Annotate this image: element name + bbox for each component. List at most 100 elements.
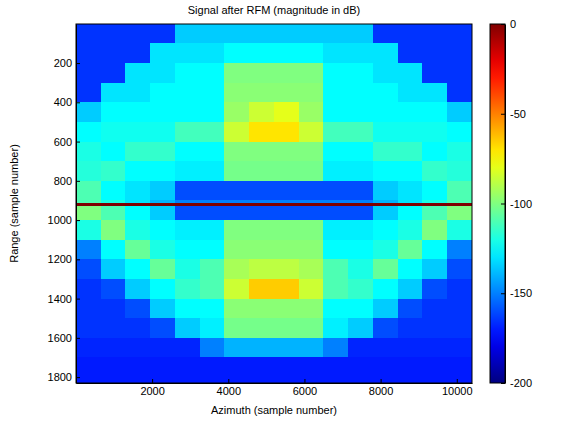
tick-mark xyxy=(381,379,382,383)
heat-cell xyxy=(348,259,373,279)
heat-cell xyxy=(447,203,472,207)
heat-cell xyxy=(299,299,324,319)
heat-cell xyxy=(125,83,150,103)
heat-cell xyxy=(101,240,126,260)
heat-cell xyxy=(447,43,472,63)
heat-cell xyxy=(76,318,101,338)
heat-cell xyxy=(125,220,150,240)
heat-cell xyxy=(175,142,200,162)
heat-cell xyxy=(125,63,150,83)
heat-cell xyxy=(200,24,225,44)
tick: 1400 xyxy=(48,293,80,305)
heat-cell xyxy=(299,259,324,279)
tick: 6000 xyxy=(293,379,317,397)
heat-cell xyxy=(422,240,447,260)
tick-label: 0 xyxy=(510,18,516,30)
heat-cell xyxy=(398,102,423,122)
heat-cell xyxy=(323,161,348,181)
heat-cell xyxy=(76,63,101,83)
heat-cell xyxy=(323,357,348,383)
tick-mark xyxy=(76,63,80,64)
heat-cell xyxy=(249,259,274,279)
heat-cell xyxy=(348,122,373,142)
heat-cell xyxy=(398,122,423,142)
heat-cell xyxy=(348,24,373,44)
heat-cell xyxy=(150,206,175,221)
heat-cell xyxy=(249,318,274,338)
heat-cell xyxy=(76,122,101,142)
tick-label: 600 xyxy=(54,136,72,148)
heat-cell xyxy=(150,142,175,162)
heat-cell xyxy=(422,338,447,358)
heat-cell xyxy=(249,102,274,122)
heat-cell xyxy=(274,299,299,319)
heat-cell xyxy=(299,203,324,207)
heat-cell xyxy=(299,181,324,201)
heat-cell xyxy=(101,206,126,221)
heat-cell xyxy=(422,102,447,122)
heat-cell xyxy=(274,63,299,83)
heat-cell xyxy=(249,240,274,260)
heat-cell xyxy=(249,142,274,162)
heat-cell xyxy=(299,240,324,260)
heat-cell xyxy=(249,63,274,83)
heat-cell xyxy=(274,181,299,201)
heat-cell xyxy=(348,299,373,319)
heat-cell xyxy=(224,206,249,221)
heat-cell xyxy=(373,161,398,181)
heat-cell xyxy=(373,259,398,279)
tick: 400 xyxy=(54,96,80,108)
heat-cell xyxy=(398,63,423,83)
heat-cell xyxy=(150,357,175,383)
heat-cell xyxy=(125,338,150,358)
heat-cell xyxy=(200,63,225,83)
tick-mark xyxy=(304,379,305,383)
heat-cell xyxy=(76,43,101,63)
heat-cell xyxy=(373,181,398,201)
heat-cell xyxy=(323,240,348,260)
heat-cell xyxy=(323,142,348,162)
heat-cell xyxy=(224,203,249,207)
heat-cell xyxy=(200,240,225,260)
heat-cell xyxy=(224,161,249,181)
heat-cell xyxy=(150,161,175,181)
heat-cell xyxy=(422,206,447,221)
heat-cell xyxy=(299,206,324,221)
heat-cell xyxy=(447,142,472,162)
heat-cell xyxy=(398,203,423,207)
heat-cell xyxy=(125,142,150,162)
heat-cell xyxy=(101,102,126,122)
heat-cell xyxy=(101,122,126,142)
heat-cell xyxy=(422,259,447,279)
heat-cell xyxy=(373,240,398,260)
tick: 1200 xyxy=(48,253,80,265)
heat-cell xyxy=(101,259,126,279)
heat-cell xyxy=(76,259,101,279)
heat-cell xyxy=(150,83,175,103)
heat-cell xyxy=(348,203,373,207)
heat-cell xyxy=(101,161,126,181)
heat-cell xyxy=(150,318,175,338)
heat-cell xyxy=(373,83,398,103)
heat-cell xyxy=(274,357,299,383)
heat-cell xyxy=(175,206,200,221)
heat-cell xyxy=(323,318,348,338)
heat-cell xyxy=(249,299,274,319)
heat-cell xyxy=(398,318,423,338)
heat-cell xyxy=(323,259,348,279)
heat-cell xyxy=(175,203,200,207)
heat-cell xyxy=(348,63,373,83)
heat-cell xyxy=(224,220,249,240)
heat-cell xyxy=(101,299,126,319)
tick-label: 10000 xyxy=(442,385,473,397)
tick-label: -200 xyxy=(510,377,532,389)
heat-cell xyxy=(398,279,423,299)
tick-label: 1800 xyxy=(48,371,72,383)
heat-cell xyxy=(224,240,249,260)
heat-cell xyxy=(447,206,472,221)
heat-cell xyxy=(224,181,249,201)
heat-cell xyxy=(175,299,200,319)
heat-cell xyxy=(101,142,126,162)
heat-cell xyxy=(299,357,324,383)
heat-cell xyxy=(447,259,472,279)
